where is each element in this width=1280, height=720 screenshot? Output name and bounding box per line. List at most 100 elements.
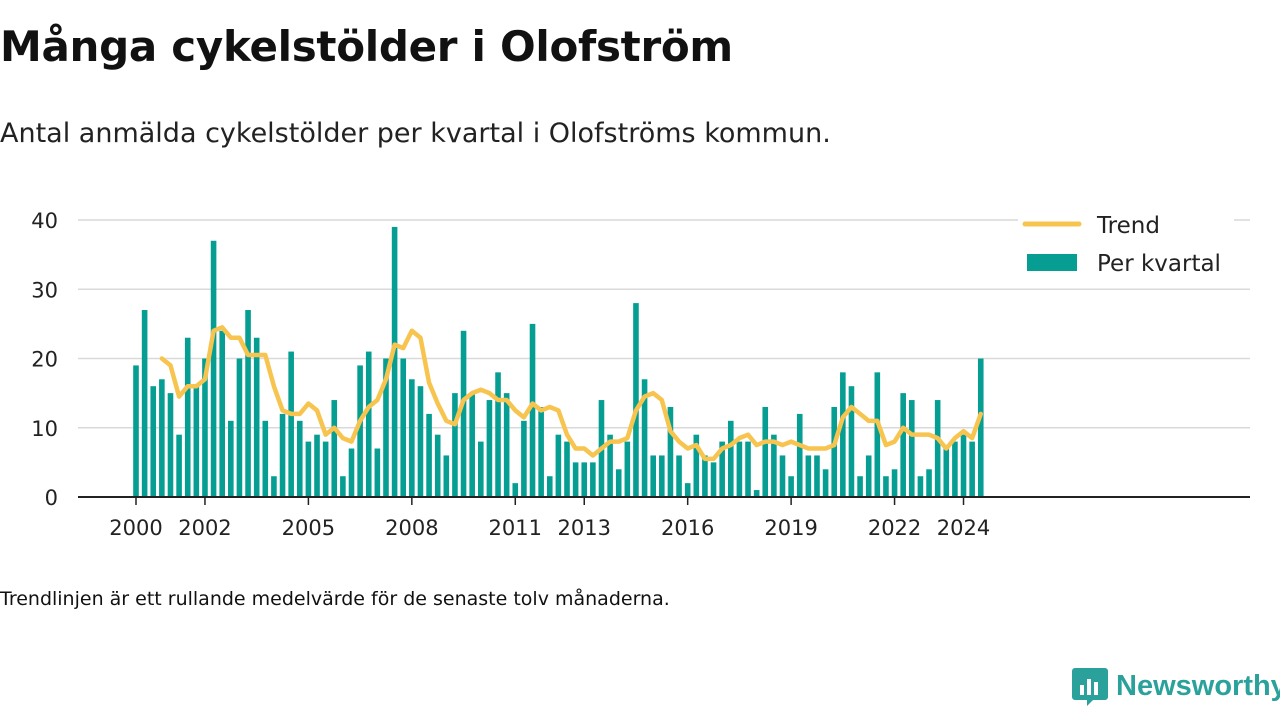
bar — [840, 372, 846, 497]
bar — [219, 330, 225, 497]
chart: 0 10 20 30 40 2000 2002 2005 2008 2011 2013 2016 201… — [31, 209, 1250, 540]
bar — [245, 310, 251, 497]
bar — [909, 400, 915, 497]
x-tick-label: 2024 — [937, 516, 990, 540]
bar — [460, 330, 467, 497]
bar — [977, 358, 984, 497]
bar — [176, 434, 182, 497]
bar — [753, 490, 760, 497]
bar — [633, 303, 639, 497]
bar — [486, 400, 493, 497]
x-tick-label: 2011 — [489, 516, 542, 540]
y-tick-label: 10 — [31, 417, 58, 441]
legend-trend-label: Trend — [1096, 213, 1160, 239]
bar — [167, 393, 174, 498]
bar — [555, 434, 562, 497]
x-tick-label: 2002 — [178, 516, 231, 540]
bar — [615, 469, 622, 497]
x-tick-label: 2005 — [282, 516, 335, 540]
bar-series — [133, 226, 984, 498]
bar — [228, 420, 234, 497]
bar — [771, 434, 777, 497]
bar — [503, 393, 510, 498]
x-tick-label: 2022 — [868, 516, 921, 540]
bar — [409, 379, 415, 497]
bar — [934, 400, 941, 497]
bar — [529, 323, 536, 498]
bar — [133, 365, 139, 497]
bar — [348, 448, 355, 497]
chart-title: Många cykelstölder i Olofström — [0, 22, 733, 71]
bar — [736, 441, 743, 497]
bar — [193, 386, 200, 497]
bar — [279, 413, 286, 497]
brand-name: Newsworthy — [1116, 669, 1280, 702]
x-tick-label: 2000 — [109, 516, 162, 540]
bar — [727, 420, 734, 497]
y-tick-label: 30 — [31, 278, 58, 302]
bar — [400, 358, 407, 497]
bar — [719, 441, 725, 497]
bar — [684, 483, 691, 497]
bar — [495, 372, 501, 497]
bar — [788, 476, 794, 497]
bar — [512, 483, 519, 497]
x-tick-label: 2013 — [558, 516, 611, 540]
bar — [469, 393, 475, 498]
bar — [659, 455, 665, 497]
bar — [572, 462, 579, 498]
bar — [391, 226, 398, 497]
legend: Trend Per kvartal — [1018, 212, 1234, 280]
trend-series — [159, 325, 984, 462]
bar — [693, 434, 700, 497]
bar — [150, 386, 157, 497]
bar — [546, 476, 553, 497]
bar — [857, 476, 863, 497]
bar — [202, 358, 208, 497]
bar — [822, 469, 829, 497]
x-tick-label: 2008 — [385, 516, 438, 540]
brand-logo[interactable]: Newsworthy — [1072, 664, 1280, 708]
bar — [891, 469, 898, 497]
bar — [943, 448, 950, 497]
bar — [434, 434, 441, 497]
bar — [814, 455, 820, 497]
bar — [874, 372, 881, 497]
bar — [650, 455, 656, 497]
bar — [383, 358, 389, 497]
bar — [607, 434, 613, 497]
bar — [253, 337, 260, 497]
x-tick-label: 2019 — [764, 516, 817, 540]
bar — [452, 393, 458, 498]
bar — [374, 448, 381, 497]
bar — [917, 476, 924, 497]
x-tick-label: 2016 — [661, 516, 714, 540]
bar — [960, 434, 967, 497]
bar — [900, 393, 906, 498]
bar — [796, 413, 803, 497]
bar — [564, 441, 570, 497]
trend-line — [159, 325, 984, 462]
bar — [296, 420, 303, 497]
bar — [340, 476, 346, 497]
bar — [745, 441, 751, 497]
bar — [314, 434, 320, 497]
bar — [865, 455, 872, 497]
bar — [926, 469, 932, 497]
bar — [521, 420, 527, 497]
bar — [952, 441, 958, 497]
bar — [831, 406, 838, 497]
bar — [676, 455, 682, 497]
bar — [624, 441, 631, 497]
bar — [210, 240, 217, 497]
bar — [590, 462, 596, 498]
bar — [848, 386, 855, 497]
bar — [184, 337, 191, 497]
bar — [357, 365, 363, 497]
bar — [762, 406, 769, 497]
bar — [581, 462, 588, 498]
bar — [365, 351, 372, 497]
bar — [159, 379, 165, 497]
legend-bar-label: Per kvartal — [1097, 251, 1221, 277]
bar — [262, 420, 269, 497]
